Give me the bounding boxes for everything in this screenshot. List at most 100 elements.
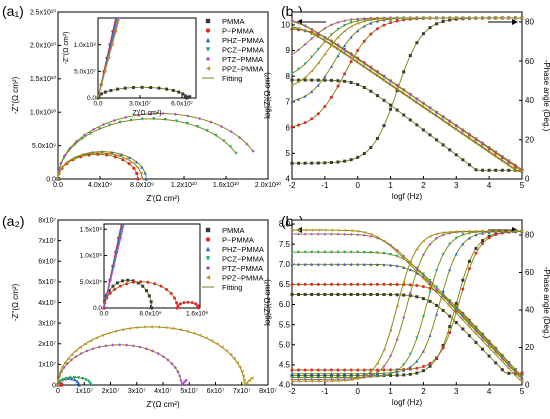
b1-phase-point-P-PMMA: [382, 23, 386, 27]
inset-a1-point-PPZ-PMMA: [103, 69, 107, 73]
b2-phase-point-PPZ-PMMA: [402, 280, 406, 284]
b2-phase-point-PHZ-PMMA: [297, 372, 301, 376]
b2-modz-point-PMMA: [310, 292, 314, 296]
a1-point-PCZ-PMMA: [174, 119, 179, 123]
b1-modz-point-PTZ-PMMA: [408, 92, 412, 96]
b2-modz-point-PPZ-PMMA: [316, 228, 320, 232]
b2-phase-point-PHZ-PMMA: [448, 268, 452, 272]
plot-a1: 0.0 4.0x10⁹ 8.0x10⁹ 1.2x10¹⁰ 1.6x10¹⁰ 2.0x10¹…: [11, 8, 281, 203]
b2-modz-point-PMMA: [441, 308, 445, 312]
b2-modz-point-PHZ-PMMA: [297, 262, 301, 266]
b1-phase-point-PPZ-PMMA: [513, 16, 517, 20]
b2-phase-point-PTZ-PMMA: [395, 338, 399, 342]
b1-modz-point-PTZ-PMMA: [310, 27, 314, 31]
x-axis-b1-tick-label: -2: [288, 181, 296, 190]
y-axis-b2-tick-label: 6.0: [279, 300, 291, 309]
b2-modz-point-PMMA: [435, 303, 439, 307]
x-axis-b1-tick-label: 0: [355, 181, 360, 190]
b1-modz-point-PTZ-PMMA: [336, 44, 340, 48]
b1-phase-point-PMMA: [290, 161, 294, 165]
y-axis-a2-tick-label: 7x10⁷: [38, 238, 56, 245]
y-axis-a1-tick-label: 1.5x10¹⁰: [30, 75, 56, 83]
b2-phase-point-PPZ-PMMA: [382, 348, 386, 352]
y-axis-b2-tick-label: 7.0: [279, 260, 291, 269]
inset-a2-point-P-PMMA: [165, 287, 169, 291]
a2-point-PTZ-PMMA: [173, 365, 177, 370]
b2-phase-point-PPZ-PMMA: [343, 379, 347, 383]
b1-modz-point-PTZ-PMMA: [369, 66, 373, 70]
inset-a1-point-PMMA: [103, 90, 107, 94]
b1-modz-point-PHZ-PMMA: [290, 26, 294, 30]
inset-a1-point-PMMA: [116, 87, 120, 91]
y2-axis-b1-tick-label: 20: [525, 135, 534, 144]
b2-phase-point-P-PMMA: [487, 236, 491, 240]
b2-modz-point-PPZ-PMMA: [520, 379, 524, 383]
b2-phase-point-PHZ-PMMA: [467, 236, 471, 240]
x-axis-b2-tick-label: -1: [321, 387, 329, 396]
b2-phase-point-PMMA: [428, 364, 432, 368]
b1-phase-point-PTZ-PMMA: [323, 26, 327, 30]
a2-point-PTZ-PMMA: [124, 343, 129, 347]
y-axis-a2-tick-label: 3x10⁷: [38, 320, 56, 327]
legend-marker-PPZ-PMMA: [205, 275, 211, 280]
b1-phase-point-PMMA: [435, 22, 439, 26]
b1-phase-point-PTZ-PMMA: [316, 31, 320, 35]
b1-phase-point-PMMA: [382, 124, 386, 128]
a1-point-PPZ-PMMA: [140, 177, 144, 181]
b1-modz-point-PTZ-PMMA: [474, 137, 478, 141]
b2-phase-point-P-PMMA: [323, 368, 327, 372]
a1-point-P-PMMA: [121, 158, 125, 162]
a2-point-PPZ-PMMA: [58, 369, 63, 374]
a2-point-PPZ-PMMA: [113, 329, 118, 333]
b1-phase-point-P-PMMA: [297, 123, 301, 127]
b2-phase-point-PHZ-PMMA: [461, 242, 465, 246]
b1-phase-point-PHZ-PMMA: [356, 29, 360, 33]
legend-marker-PCZ-PMMA: [205, 256, 211, 261]
a2-point-PTZ-PMMA: [178, 374, 182, 378]
a2-point-PPZ-PMMA: [100, 333, 105, 338]
b2-modz-point-PCZ-PMMA: [481, 333, 485, 337]
b1-phase-point-PHZ-PMMA: [316, 83, 320, 87]
inset-x-axis-a2-tick-label: 8.0x10⁵: [139, 311, 162, 318]
a2-point-PPZ-PMMA: [94, 336, 99, 340]
a1-point-PTZ-PMMA: [186, 114, 190, 118]
a1-point-PPZ-PMMA: [65, 161, 69, 165]
a2-point-PPZ-PMMA: [238, 365, 242, 369]
b1-modz-point-PMMA: [467, 163, 471, 167]
b2-phase-point-PMMA: [467, 259, 471, 263]
b1-modz-point-PTZ-PMMA: [441, 115, 445, 119]
b1-modz-point-PPZ-PMMA: [513, 168, 517, 172]
b2-modz-point-PPZ-PMMA: [389, 244, 393, 248]
x-axis-label-a1: Z'(Ω cm²): [146, 194, 180, 203]
b1-phase-point-PPZ-PMMA: [356, 21, 360, 25]
b2-modz-point-PTZ-PMMA: [310, 232, 314, 236]
b2-modz-point-PPZ-PMMA: [441, 297, 445, 301]
b1-modz-point-PTZ-PMMA: [428, 106, 432, 110]
b1-phase-point-P-PMMA: [389, 21, 393, 25]
b2-phase-point-PCZ-PMMA: [375, 375, 379, 379]
y-axis-a1-tick-label: 2.0x10¹⁰: [30, 42, 56, 50]
b2-phase-point-PMMA: [356, 374, 360, 378]
b2-modz-point-PTZ-PMMA: [461, 315, 465, 319]
b1-phase-point-PCZ-PMMA: [336, 27, 340, 31]
inset-a1-point-PPZ-PMMA: [100, 83, 103, 87]
legend-marker-PMMA: [205, 18, 211, 24]
b1-modz-point-PMMA: [362, 86, 366, 90]
b1-modz-point-PPZ-PMMA: [461, 132, 465, 136]
b1-modz-point-PPZ-PMMA: [303, 29, 307, 33]
b1-phase-point-PHZ-PMMA: [375, 19, 379, 23]
b1-phase-point-PCZ-PMMA: [343, 23, 347, 27]
b2-phase-point-PMMA: [402, 373, 406, 377]
b2-modz-point-PMMA: [343, 292, 347, 296]
inset-a2-point-P-PMMA: [169, 291, 173, 295]
inset-a2-point-P-PMMA: [125, 282, 129, 286]
b2-phase-point-PMMA: [310, 374, 314, 378]
b1-modz-point-PTZ-PMMA: [297, 21, 301, 25]
legend-label-PTZ-PMMA: PTZ−PMMA: [222, 264, 263, 273]
b2-phase-point-PCZ-PMMA: [402, 363, 406, 367]
a1-point-PPZ-PMMA: [72, 157, 76, 161]
a2-point-PPZ-PMMA: [127, 326, 132, 331]
y-axis-b1-tick-label: 5: [286, 149, 291, 158]
x-axis-b2-tick-label: -2: [288, 387, 296, 396]
a2-point-PCZ-PMMA: [87, 379, 91, 383]
